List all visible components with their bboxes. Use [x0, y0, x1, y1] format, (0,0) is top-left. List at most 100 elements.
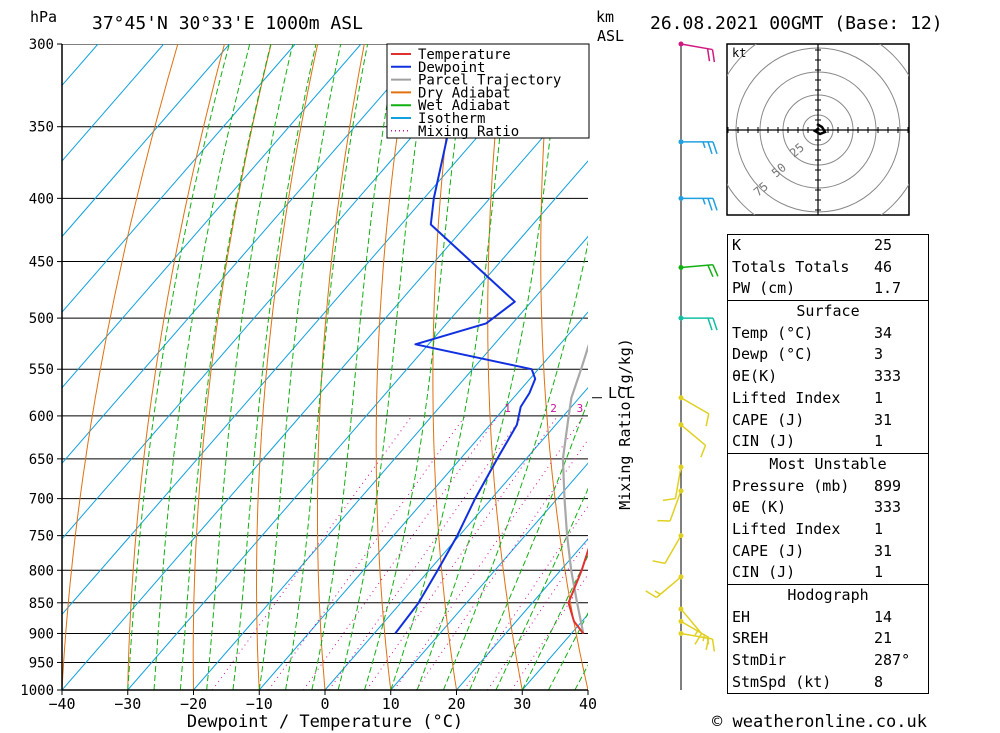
isotherm [62, 44, 296, 313]
asl-label: ASL [597, 27, 624, 45]
wind-level-dot [678, 488, 684, 494]
legend-label: Parcel Trajectory [418, 73, 561, 89]
dry-adiabat [924, 44, 1000, 690]
pressure-tick-label: 600 [29, 409, 54, 425]
wind-barb-half-feather [702, 198, 706, 205]
pressure-tick-label: 700 [29, 492, 54, 508]
wind-barb [678, 630, 716, 652]
index-row: Dewp (°C) 3 [732, 345, 884, 364]
dewpoint-line [394, 44, 537, 635]
temperature-tick-label: 40 [579, 695, 597, 713]
wind-barb-feather [706, 48, 711, 62]
wind-barb-feather [662, 497, 676, 502]
wind-level-dot [678, 41, 684, 47]
mixing-ratio-label: 3 [577, 402, 584, 415]
mixing-ratio-line [366, 415, 559, 690]
isotherm [390, 462, 588, 690]
wind-barb-feather [712, 317, 718, 331]
wet-adiabat [363, 44, 469, 690]
wind-barb-feather [712, 264, 719, 277]
legend-label: Dewpoint [418, 60, 485, 76]
index-row: CAPE (J) 31 [732, 541, 893, 560]
axes: 3003504004505005506006507007508008509009… [20, 37, 602, 713]
wind-barb-feather [711, 49, 716, 63]
wind-barb-feather [652, 560, 666, 565]
pressure-tick-label: 400 [29, 191, 54, 207]
legend-label: Dry Adiabat [418, 85, 511, 101]
wind-barb-feather [712, 198, 718, 211]
isotherm [456, 538, 588, 690]
mixing-ratio-line [328, 415, 523, 690]
wind-barb [652, 533, 684, 565]
wet-adiabat [521, 554, 588, 690]
pressure-tick-label: 350 [29, 120, 54, 136]
basic-indices: K 25 Totals Totals 46 PW (cm) 1.7 [728, 235, 928, 302]
isotherm [127, 160, 588, 690]
wind-barb-staff [680, 263, 713, 269]
index-row: Pressure (mb) 899 [732, 476, 902, 495]
wind-level-dot [678, 533, 684, 539]
wet-adiabat [548, 612, 588, 690]
wind-profile [645, 41, 719, 690]
wind-level-dot [678, 139, 684, 145]
wind-level-dot [678, 630, 684, 636]
mixing-ratio-line [415, 438, 588, 690]
temperature-tick-label: −40 [48, 695, 75, 713]
most-unstable-indices: Most Unstable Pressure (mb) 899 θE (K) 333… [728, 454, 928, 585]
wind-barb [678, 195, 718, 211]
wind-barb [678, 41, 716, 63]
wind-barb [678, 422, 707, 458]
mixing-ratio-line [302, 415, 499, 690]
wet-adiabat [416, 44, 562, 690]
mixing-ratio-label: 4 [596, 402, 603, 415]
index-row: θE(K) 333 [732, 367, 902, 386]
wind-barb-staff [680, 620, 710, 639]
wind-barb [678, 315, 718, 331]
wind-level-dot [678, 606, 684, 612]
isotherm [324, 386, 588, 690]
wet-adiabat [311, 44, 398, 690]
mixing-ratio-label: 2 [550, 402, 557, 415]
pressure-tick-label: 450 [29, 255, 54, 271]
wet-adiabat [258, 44, 342, 690]
wind-level-dot [678, 618, 684, 624]
pressure-tick-label: 800 [29, 563, 54, 579]
index-row: StmDir 287° [732, 651, 911, 670]
hodograph-title: Hodograph [787, 586, 869, 604]
dry-adiabat [62, 44, 179, 690]
index-row: StmSpd (kt) 8 [732, 672, 884, 691]
mixing-ratio-line [393, 415, 585, 690]
dry-adiabat [256, 44, 319, 690]
index-row: SREH 21 [732, 629, 893, 648]
dry-adiabat [970, 44, 1000, 690]
wind-barb-feather [707, 317, 713, 331]
wind-level-dot [678, 464, 684, 470]
wind-barb-staff [656, 576, 682, 599]
isotherm [258, 311, 588, 690]
dry-adiabat [540, 44, 588, 690]
isotherm [62, 44, 428, 465]
temperature-line [567, 547, 588, 635]
temperature-tick-label: −10 [246, 695, 273, 713]
temperature-tick-label: −30 [114, 695, 141, 713]
index-row: EH 14 [732, 607, 893, 626]
wet-adiabat [232, 44, 317, 690]
temperature-tick-label: 10 [382, 695, 400, 713]
wind-barb-staff [680, 608, 703, 635]
pressure-tick-label: 300 [29, 37, 54, 53]
wet-adiabat [206, 44, 294, 690]
hodograph-unit-label: kt [732, 46, 746, 60]
wind-barb [662, 464, 684, 502]
wet-adiabat [469, 399, 588, 690]
wind-barb [657, 488, 684, 522]
hodograph-trace [812, 122, 827, 136]
wind-barb [678, 263, 719, 278]
wind-level-dot [678, 315, 684, 321]
background-grid [62, 44, 1000, 690]
wind-barb-staff [674, 466, 682, 499]
temperature-tick-label: −20 [180, 695, 207, 713]
wind-barb-half-feather [706, 638, 710, 645]
